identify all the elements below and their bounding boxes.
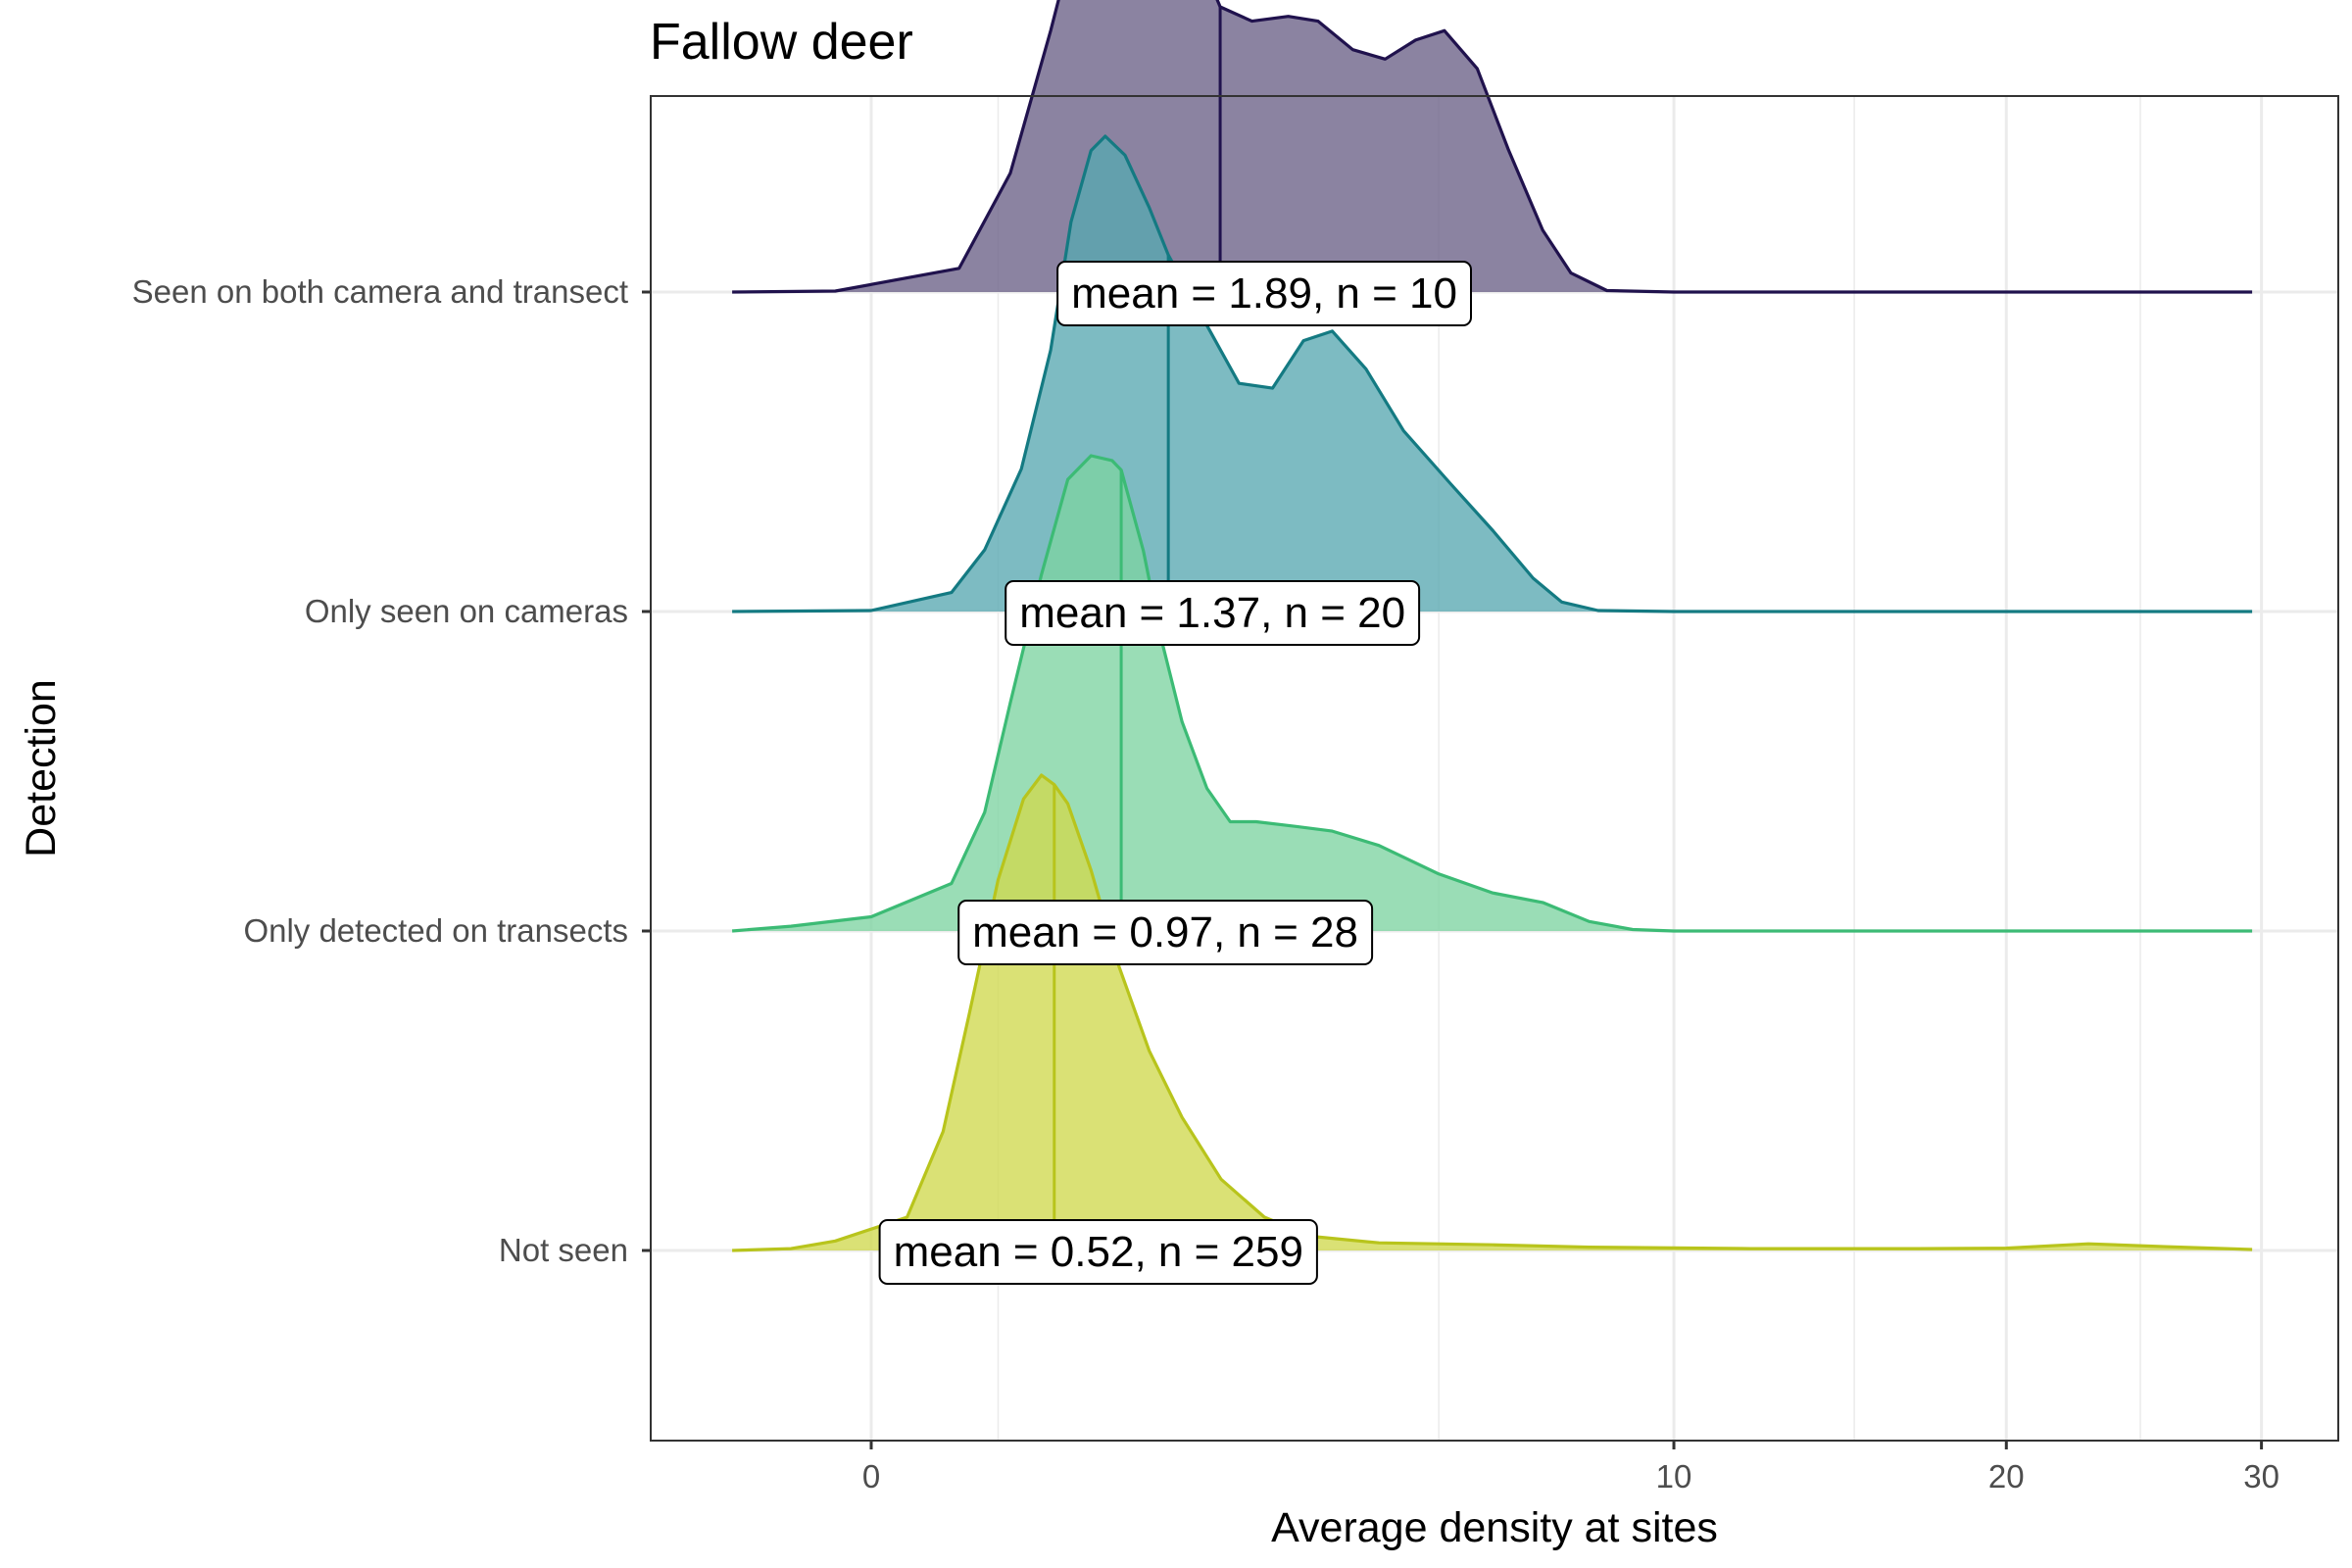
x-tick-label: 20	[1988, 1458, 2025, 1494]
ridge-outline	[732, 773, 2253, 1252]
x-tick-label: 10	[1656, 1458, 1692, 1494]
ridges	[731, 0, 2253, 1252]
x-tick-label: 0	[862, 1458, 880, 1494]
mean-label: mean = 1.89, n = 10	[1056, 261, 1472, 326]
x-axis: 0 10 20 30	[862, 1441, 2279, 1494]
y-axis-title: Detection	[18, 679, 65, 858]
ridge-outline	[732, 0, 2253, 294]
ridge-fill	[732, 775, 2253, 1250]
mean-label-text: mean = 1.89, n = 10	[1071, 270, 1457, 318]
mean-label: mean = 0.97, n = 28	[957, 900, 1374, 965]
y-tick-label: Only detected on transects	[243, 912, 628, 949]
mean-label-box	[1004, 580, 1421, 646]
y-tick-label: Not seen	[499, 1232, 628, 1268]
mean-label-text: mean = 1.37, n = 20	[1019, 589, 1405, 637]
y-axis: Seen on both camera and transect Only see…	[132, 273, 651, 1268]
y-tick-label: Only seen on cameras	[305, 593, 628, 629]
mean-label: mean = 0.52, n = 259	[878, 1219, 1318, 1285]
panel-border	[650, 95, 2339, 1442]
mean-label-box	[878, 1219, 1318, 1285]
mean-label: mean = 1.37, n = 20	[1004, 580, 1421, 646]
mean-label-box	[1056, 261, 1472, 326]
x-axis-title: Average density at sites	[1271, 1504, 1718, 1551]
mean-label-text: mean = 0.97, n = 28	[972, 908, 1358, 956]
ridge-outline	[732, 134, 2253, 613]
chart-title: Fallow deer	[650, 14, 913, 71]
ridge-fill	[732, 0, 2253, 292]
ridge-fill	[732, 456, 2253, 931]
mean-labels: mean = 1.89, n = 10 mean = 1.37, n = 20 me…	[878, 261, 1472, 1285]
mean-label-box	[957, 900, 1374, 965]
y-tick-label: Seen on both camera and transect	[132, 273, 628, 310]
mean-label-text: mean = 0.52, n = 259	[894, 1228, 1303, 1276]
ridge-outline	[731, 454, 2253, 933]
x-tick-label: 30	[2243, 1458, 2279, 1494]
